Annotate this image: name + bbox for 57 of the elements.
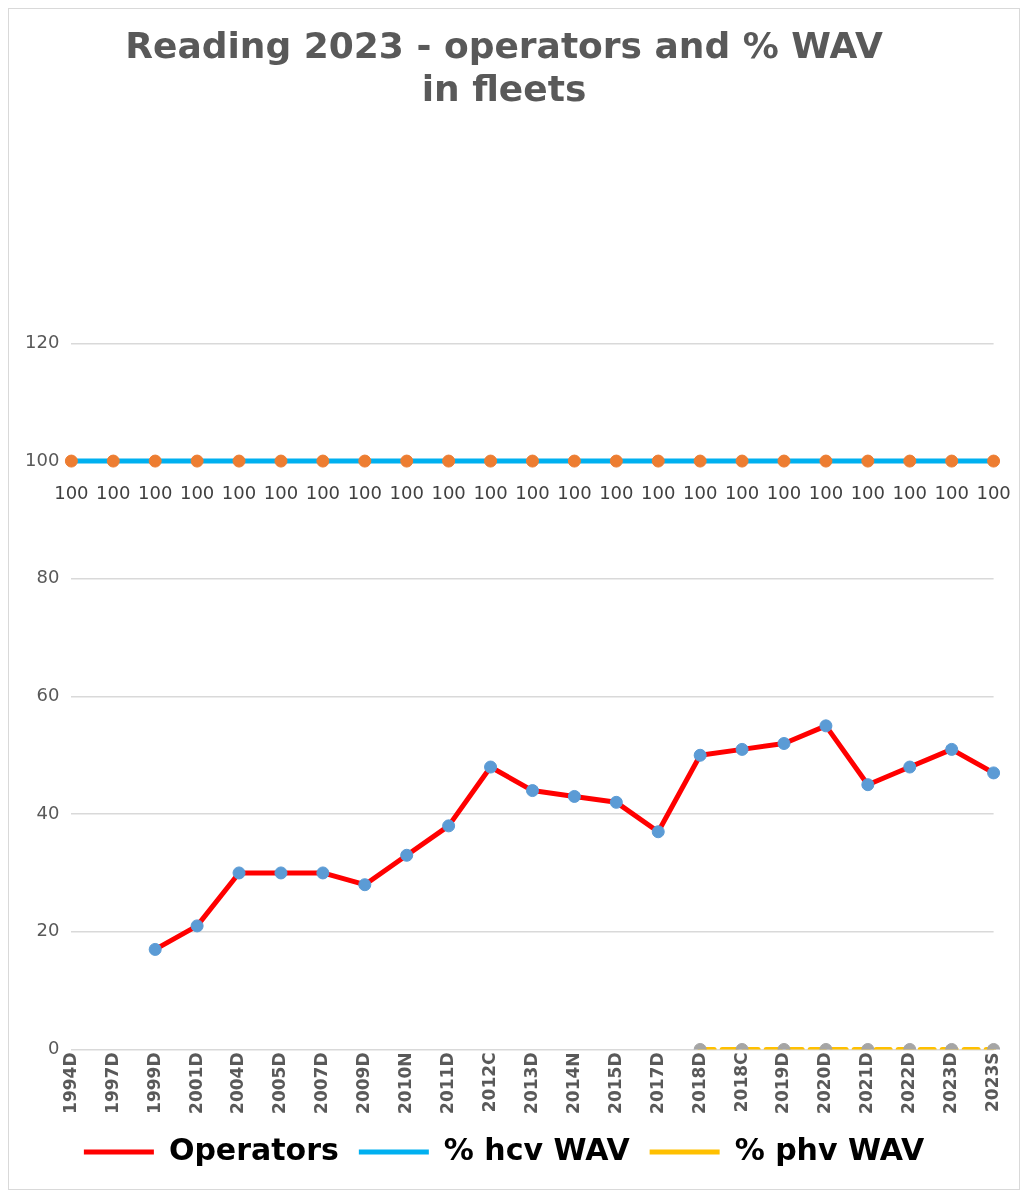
data-label: 100 [850,481,886,503]
data-label: 100 [682,481,718,503]
x-tick-label: 2018C [730,1052,751,1113]
x-tick-label: 2009D [353,1052,374,1114]
x-tick-label: 2018D [688,1052,709,1114]
x-tick-label: 2001D [185,1052,206,1114]
data-label: 100 [263,481,299,503]
x-tick-label: 2022D [898,1052,919,1114]
y-tick-label: 80 [36,566,60,588]
data-label: 100 [515,481,550,503]
x-tick-label: 2014N [562,1052,583,1114]
data-label: 100 [724,481,760,503]
x-tick-label: 1994D [59,1052,80,1114]
data-label: 100 [347,481,382,503]
data-label: 100 [473,481,508,503]
x-tick-label: 2011D [437,1052,458,1114]
x-tick-label: 2004D [227,1052,248,1114]
y-tick-label: 100 [25,448,60,470]
x-tick-label: 2017D [646,1052,667,1114]
x-tick-label: 2019D [772,1052,793,1114]
x-tick-label: 2010N [395,1052,416,1114]
legend-label: Operators [168,1131,339,1167]
data-label: 100 [892,481,927,503]
data-label: 100 [766,481,802,503]
data-label: 100 [599,481,634,503]
data-label: 100 [934,481,969,503]
x-tick-label: 2007D [311,1052,332,1114]
data-label: 100 [557,481,592,503]
x-tick-label: 2005D [269,1052,290,1114]
chart-title: Reading 2023 - operators and % WAV in fleets [125,24,883,110]
data-label: 100 [221,481,257,503]
x-tick-label: 2023S [982,1052,1003,1113]
legend-label: % hcv WAV [443,1131,631,1167]
x-tick-label: 1997D [101,1052,122,1114]
y-tick-label: 60 [36,684,60,706]
x-tick-label: 2021D [856,1052,877,1114]
x-tick-label: 2023D [940,1052,961,1114]
data-label: 100 [389,481,424,503]
legend-label: % phv WAV [734,1131,925,1167]
y-tick-label: 40 [36,801,60,823]
data-label: 100 [305,481,341,503]
data-label: 100 [431,481,466,503]
data-label: 100 [808,481,844,503]
x-tick-label: 2012C [478,1052,499,1113]
x-tick-label: 2015D [604,1052,625,1114]
x-tick-label: 2013D [520,1052,541,1114]
x-tick-label: 2020D [814,1052,835,1114]
data-label: 100 [138,481,173,503]
data-label: 100 [976,481,1011,503]
y-tick-label: 20 [36,919,60,941]
data-label: 100 [641,481,676,503]
data-label: 100 [54,481,89,503]
data-label: 100 [179,481,215,503]
data-label: 100 [96,481,131,503]
y-tick-label: 0 [47,1037,60,1059]
x-tick-label: 1999D [143,1052,164,1114]
y-tick-label: 120 [25,331,60,353]
